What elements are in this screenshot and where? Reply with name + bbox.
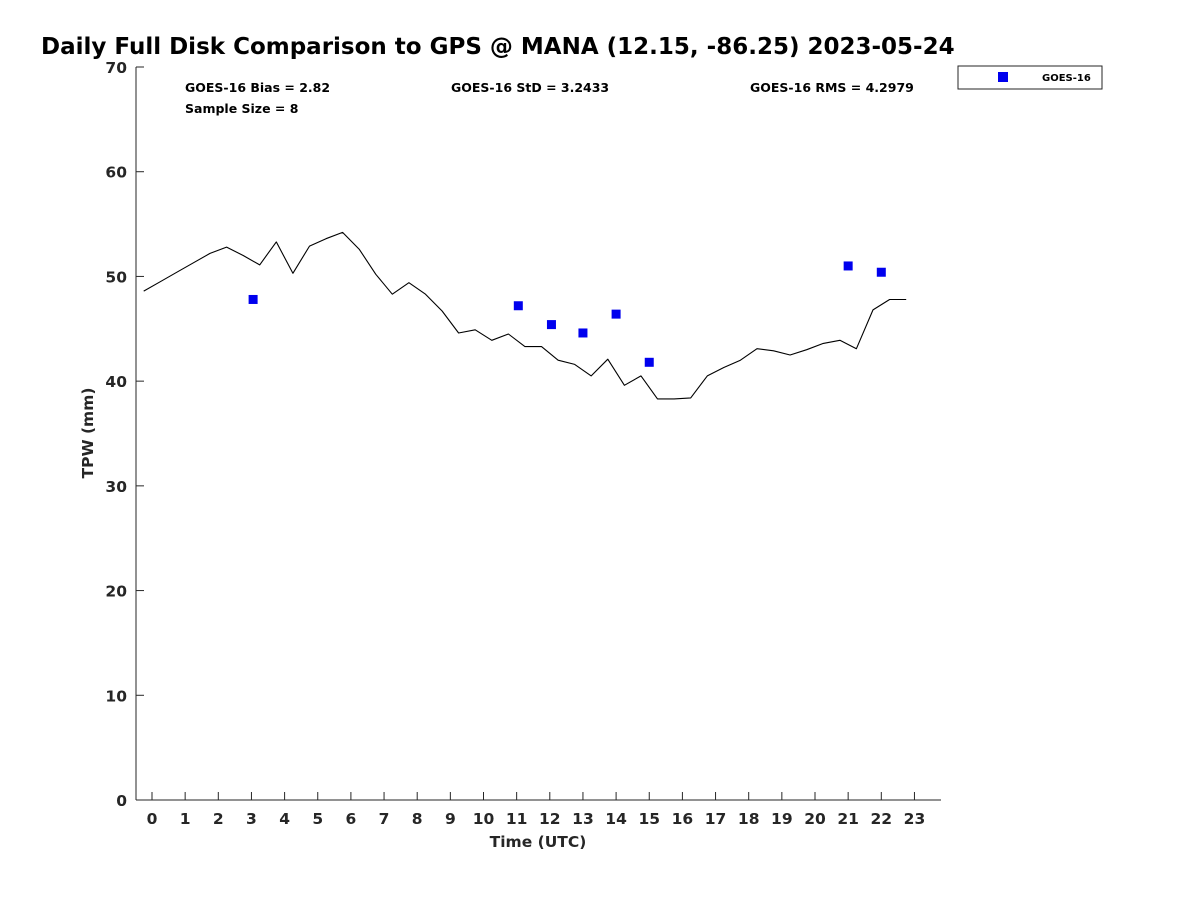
x-tick-label: 3 bbox=[246, 810, 257, 828]
goes16-point bbox=[513, 301, 523, 311]
sample-size-stat: Sample Size = 8 bbox=[185, 101, 298, 116]
x-tick-label: 4 bbox=[279, 810, 290, 828]
x-tick-label: 20 bbox=[804, 810, 826, 828]
x-tick-label: 23 bbox=[904, 810, 926, 828]
y-tick-label: 0 bbox=[116, 792, 127, 810]
chart-title: Daily Full Disk Comparison to GPS @ MANA… bbox=[41, 34, 955, 60]
rms-stat: GOES-16 RMS = 4.2979 bbox=[750, 80, 914, 95]
x-tick-label: 19 bbox=[771, 810, 793, 828]
goes16-point bbox=[546, 320, 556, 330]
y-tick-label: 70 bbox=[105, 59, 127, 77]
goes16-point bbox=[578, 328, 588, 338]
legend: GOES-16 bbox=[957, 65, 1103, 90]
gps-tpw-line bbox=[143, 231, 907, 400]
x-tick-label: 15 bbox=[638, 810, 660, 828]
goes16-point bbox=[876, 267, 886, 277]
goes16-point bbox=[248, 294, 258, 304]
x-tick-label: 14 bbox=[605, 810, 627, 828]
x-tick-label: 8 bbox=[412, 810, 423, 828]
legend-marker-goes16 bbox=[998, 72, 1008, 82]
y-ticks: 0 10 20 30 40 50 60 70 bbox=[105, 59, 144, 810]
x-tick-label: 0 bbox=[147, 810, 158, 828]
x-tick-label: 11 bbox=[506, 810, 528, 828]
x-ticks: 0 1 2 3 4 5 6 7 8 9 10 11 12 13 14 15 16 17 18 19 20 21 22 23 bbox=[147, 792, 926, 828]
y-tick-label: 10 bbox=[105, 687, 127, 705]
y-axis-label: TPW (mm) bbox=[79, 388, 97, 479]
x-tick-label: 9 bbox=[445, 810, 456, 828]
x-tick-label: 1 bbox=[180, 810, 191, 828]
x-tick-label: 16 bbox=[672, 810, 694, 828]
goes16-point bbox=[644, 357, 654, 367]
x-tick-label: 6 bbox=[346, 810, 357, 828]
x-tick-label: 5 bbox=[312, 810, 323, 828]
x-axis-label: Time (UTC) bbox=[490, 833, 587, 851]
x-tick-label: 2 bbox=[213, 810, 224, 828]
x-tick-label: 10 bbox=[473, 810, 495, 828]
x-tick-label: 12 bbox=[539, 810, 561, 828]
legend-box bbox=[957, 65, 1103, 90]
goes16-point bbox=[611, 309, 621, 319]
y-tick-label: 60 bbox=[105, 164, 127, 182]
std-stat: GOES-16 StD = 3.2433 bbox=[451, 80, 609, 95]
y-tick-label: 40 bbox=[105, 373, 127, 391]
y-tick-label: 50 bbox=[105, 268, 127, 286]
legend-label-goes16: GOES-16 bbox=[1042, 73, 1091, 84]
y-tick-label: 20 bbox=[105, 583, 127, 601]
x-tick-label: 21 bbox=[837, 810, 859, 828]
x-tick-label: 13 bbox=[572, 810, 594, 828]
x-tick-label: 17 bbox=[705, 810, 727, 828]
bias-stat: GOES-16 Bias = 2.82 bbox=[185, 80, 330, 95]
series-layer bbox=[143, 231, 907, 400]
x-tick-label: 22 bbox=[871, 810, 893, 828]
x-tick-label: 7 bbox=[379, 810, 390, 828]
y-tick-label: 30 bbox=[105, 478, 127, 496]
x-tick-label: 18 bbox=[738, 810, 760, 828]
goes16-point bbox=[843, 261, 853, 271]
